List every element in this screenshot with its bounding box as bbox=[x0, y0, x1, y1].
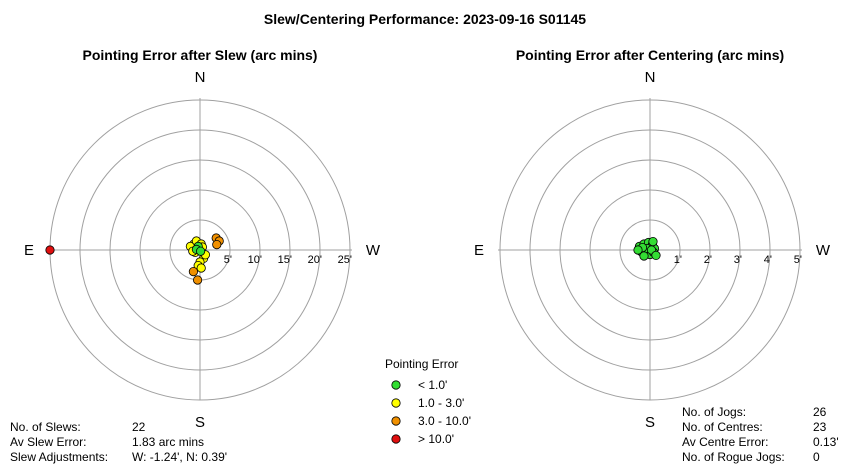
slew-point bbox=[196, 246, 206, 256]
slew-tick-label: 20' bbox=[308, 254, 322, 266]
slew-stat-row: Slew Adjustments: W: -1.24', N: 0.39' bbox=[10, 450, 227, 465]
legend-marker bbox=[391, 434, 401, 444]
slew-polar-plot: Pointing Error after Slew (arc mins) N S… bbox=[24, 47, 381, 431]
slew-north-label: N bbox=[195, 69, 206, 86]
slew-south-label: S bbox=[195, 414, 205, 431]
centre-stat-value: 26 bbox=[813, 405, 827, 419]
centre-stat-value: 0.13' bbox=[813, 435, 839, 449]
legend-label: > 10.0' bbox=[418, 432, 454, 446]
slew-stat-label: Slew Adjustments: bbox=[10, 450, 109, 464]
slew-stat-row: No. of Slews: 22 bbox=[10, 420, 227, 435]
legend-marker bbox=[391, 380, 401, 390]
slew-plot-title: Pointing Error after Slew (arc mins) bbox=[83, 47, 318, 63]
legend: Pointing Error < 1.0' 1.0 - 3.0' 3.0 - 10.… bbox=[385, 357, 471, 446]
slew-stats: No. of Slews: 22 Av Slew Error: 1.83 arc m… bbox=[10, 420, 227, 465]
slew-point bbox=[45, 245, 55, 255]
centre-stat-row: No. of Jogs: 26 bbox=[682, 405, 839, 420]
centre-west-label: W bbox=[816, 242, 831, 259]
slew-tick-label: 25' bbox=[338, 254, 352, 266]
slew-stat-row: Av Slew Error: 1.83 arc mins bbox=[10, 435, 227, 450]
centre-tick-label: 3' bbox=[734, 254, 742, 266]
slew-west-label: W bbox=[366, 242, 381, 259]
centre-stat-label: Av Centre Error: bbox=[682, 435, 769, 449]
centre-stats: No. of Jogs: 26 No. of Centres: 23 Av Cent… bbox=[682, 405, 839, 465]
centre-south-label: S bbox=[645, 414, 655, 431]
slew-tick-label: 15' bbox=[278, 254, 292, 266]
slew-tick-label: 5' bbox=[224, 254, 232, 266]
centre-points bbox=[633, 237, 661, 261]
centre-tick-label: 2' bbox=[704, 254, 712, 266]
centre-stat-row: No. of Rogue Jogs: 0 bbox=[682, 450, 839, 465]
slew-stat-value: 22 bbox=[132, 420, 146, 434]
centre-stat-label: No. of Centres: bbox=[682, 420, 763, 434]
centre-stat-label: No. of Rogue Jogs: bbox=[682, 450, 785, 464]
slew-point bbox=[196, 263, 206, 273]
centre-tick-label: 1' bbox=[674, 254, 682, 266]
centre-point bbox=[648, 237, 658, 247]
centre-tick-label: 5' bbox=[794, 254, 802, 266]
centre-point bbox=[639, 251, 649, 261]
centre-plot-title: Pointing Error after Centering (arc mins… bbox=[516, 47, 784, 63]
legend-label: 1.0 - 3.0' bbox=[418, 396, 464, 410]
centre-east-label: E bbox=[474, 242, 484, 259]
centre-north-label: N bbox=[645, 69, 656, 86]
legend-marker bbox=[391, 416, 401, 426]
slew-stat-label: No. of Slews: bbox=[10, 420, 81, 434]
centre-stat-row: Av Centre Error: 0.13' bbox=[682, 435, 839, 450]
slew-stat-label: Av Slew Error: bbox=[10, 435, 87, 449]
centre-stat-label: No. of Jogs: bbox=[682, 405, 747, 419]
slew-points bbox=[45, 233, 224, 285]
slew-stat-value: W: -1.24', N: 0.39' bbox=[132, 450, 228, 464]
centre-stat-value: 0 bbox=[813, 450, 820, 464]
centre-point bbox=[651, 250, 661, 260]
legend-marker bbox=[391, 398, 401, 408]
centre-stat-value: 23 bbox=[813, 420, 827, 434]
centre-point bbox=[633, 245, 643, 255]
centre-polar-plot: Pointing Error after Centering (arc mins… bbox=[474, 47, 831, 431]
slew-tick-labels: 5' 10' 15' 20' 25' bbox=[224, 254, 352, 266]
slew-point bbox=[188, 266, 198, 277]
slew-tick-label: 10' bbox=[248, 254, 262, 266]
legend-label: 3.0 - 10.0' bbox=[418, 414, 471, 428]
slew-stat-value: 1.83 arc mins bbox=[132, 435, 205, 449]
legend-title: Pointing Error bbox=[385, 357, 458, 371]
slew-east-label: E bbox=[24, 242, 34, 259]
slew-point bbox=[193, 275, 203, 285]
slew-point bbox=[212, 240, 222, 250]
main-title: Slew/Centering Performance: 2023-09-16 S… bbox=[264, 11, 586, 27]
legend-label: < 1.0' bbox=[418, 378, 447, 392]
centre-tick-labels: 1' 2' 3' 4' 5' bbox=[674, 254, 802, 266]
centre-tick-label: 4' bbox=[764, 254, 772, 266]
centre-stat-row: No. of Centres: 23 bbox=[682, 420, 839, 435]
